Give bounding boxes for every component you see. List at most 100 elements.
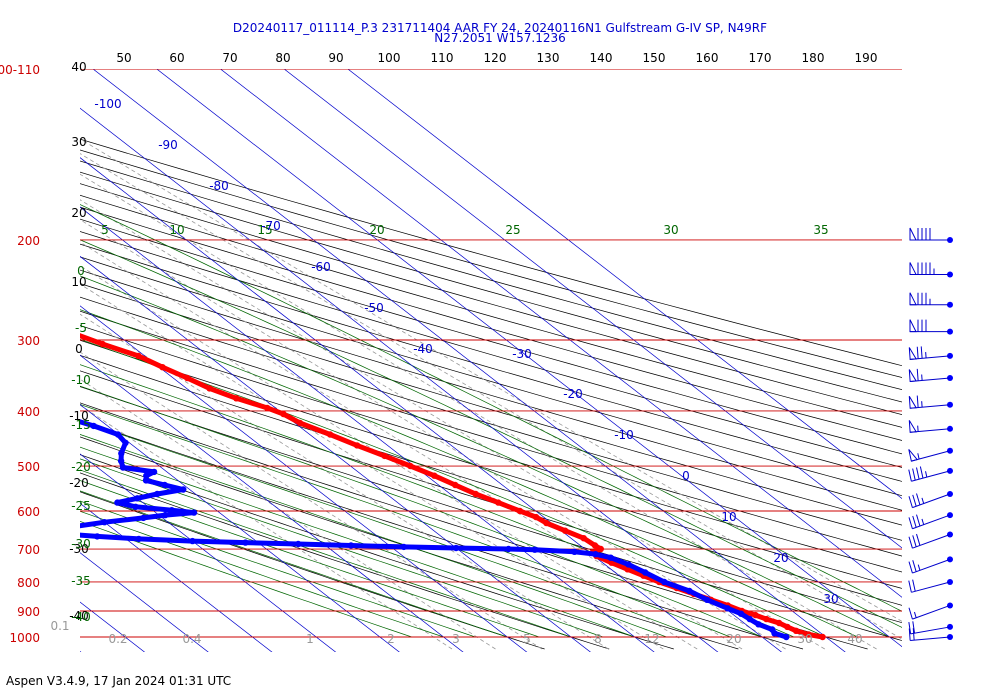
- isotherm-label: 20: [773, 551, 788, 565]
- temperature-point: [296, 419, 304, 427]
- dewpoint-point: [189, 537, 196, 545]
- wind-barb-full: [916, 467, 920, 480]
- wind-barb-half: [921, 518, 925, 525]
- isotherm-label: 10: [721, 510, 736, 524]
- sounding-series: [28, 315, 826, 641]
- moist-adiabat-label: -5: [75, 321, 87, 335]
- isotherm: [80, 453, 337, 652]
- dewpoint-point: [114, 431, 122, 438]
- dewpoint-point: [41, 408, 47, 414]
- wind-barb-full: [912, 468, 916, 481]
- moist-adiabat: [80, 490, 508, 638]
- isotherm: [80, 404, 400, 652]
- dewpoint-point: [135, 535, 142, 543]
- dewpoint-point: [168, 507, 175, 514]
- wind-barb-full: [908, 536, 913, 549]
- wind-barb: [908, 447, 953, 462]
- temperature-point: [159, 364, 166, 371]
- mixing-ratio-label: 40: [847, 632, 862, 646]
- chart-subtitle: N27.2051 W157.1236: [434, 31, 566, 45]
- wind-barb-flag: [908, 395, 917, 409]
- dewpoint-point: [592, 551, 599, 558]
- wind-barb-staff: [910, 404, 951, 409]
- dry-adiabat: [80, 149, 902, 378]
- dry-adiabat: [80, 386, 902, 641]
- dewpoint-point: [737, 610, 745, 617]
- wind-barb-flag: [909, 292, 917, 306]
- top-axis-label: 60: [169, 51, 184, 65]
- isotherm-label: -20: [563, 387, 583, 401]
- temperature-point: [206, 385, 213, 392]
- wind-barb-full: [908, 621, 912, 634]
- dewpoint-point: [68, 528, 74, 534]
- wind-barb-staff: [910, 428, 951, 433]
- dry-adiabat-label: 10: [71, 275, 86, 289]
- dewpoint-point: [769, 626, 776, 633]
- wind-barb-full: [912, 560, 917, 572]
- dry-adiabat-label: -10: [69, 409, 89, 423]
- temperature-point: [135, 352, 142, 360]
- dewpoint-point: [531, 546, 538, 553]
- moist-adiabat: [80, 434, 667, 638]
- chart-title: D20240117_011114_P.3 231711404 AAR FY 24…: [232, 21, 768, 35]
- top-axis-label: 90: [328, 51, 343, 65]
- dewpoint-point: [625, 561, 632, 568]
- wind-barb-full: [916, 368, 919, 381]
- wind-barb-full: [908, 607, 913, 620]
- isotherm: [80, 107, 783, 652]
- dry-adiabat: [80, 231, 902, 468]
- mixing-ratio-line: [80, 173, 877, 650]
- isotherm: [80, 305, 528, 652]
- wind-barb-full: [920, 346, 923, 359]
- moist-adiabat-label: -30: [71, 537, 91, 551]
- top-axis-label: 120: [484, 51, 507, 65]
- temperature-point: [597, 545, 604, 553]
- temperature-point: [263, 404, 271, 412]
- temperature-point: [28, 315, 34, 321]
- temperature-point: [792, 627, 800, 634]
- wind-barb-half: [917, 453, 920, 460]
- isotherm-label: -100: [94, 97, 121, 111]
- wind-barb-staff: [910, 636, 951, 641]
- isotherm-label: -50: [364, 301, 384, 315]
- mixing-ratio-line: [80, 404, 453, 650]
- axis-labels: 1000900800700600500400300200100-11050607…: [0, 51, 877, 646]
- dry-adiabat: [80, 243, 902, 482]
- wind-barb: [908, 368, 953, 383]
- dewpoint-point: [755, 621, 762, 628]
- mixing-ratio-label: 2: [387, 632, 395, 646]
- moist-adiabat: [80, 239, 902, 628]
- dewpoint-point: [686, 587, 693, 595]
- temperature-point: [381, 452, 388, 460]
- dry-adiabat: [80, 419, 804, 650]
- pressure-label: 500: [17, 460, 40, 474]
- wind-barb-full: [912, 535, 917, 547]
- mixing-ratio-label: 1: [306, 632, 314, 646]
- dry-adiabat: [80, 454, 674, 650]
- wind-barb-full: [908, 580, 912, 593]
- mixing-ratio-label: 3: [452, 632, 460, 646]
- dry-adiabat: [80, 296, 902, 541]
- pressure-label: 800: [17, 576, 40, 590]
- moist-adiabat-top-label: 10: [169, 223, 184, 237]
- dewpoint-point: [347, 542, 355, 549]
- wind-barb-staff: [912, 493, 951, 509]
- mixing-ratio-line: [80, 313, 609, 650]
- temperature-point: [591, 542, 599, 549]
- moist-adiabat: [80, 520, 412, 638]
- wind-barb-full: [908, 561, 913, 574]
- wind-barb: [908, 346, 953, 360]
- wind-barb-flag: [909, 227, 917, 241]
- dewpoint-point: [118, 450, 125, 457]
- wind-barb-flag: [908, 420, 917, 433]
- moist-adiabat: [80, 480, 540, 638]
- wind-barb: [909, 262, 953, 278]
- moist-adiabat: [80, 275, 890, 638]
- mixing-ratio-label: 5: [523, 632, 531, 646]
- isotherm: [347, 69, 902, 499]
- top-axis-label: 110: [431, 51, 454, 65]
- moist-adiabat: [80, 309, 858, 638]
- wind-barb-full: [919, 466, 924, 479]
- temperature-point: [326, 431, 334, 438]
